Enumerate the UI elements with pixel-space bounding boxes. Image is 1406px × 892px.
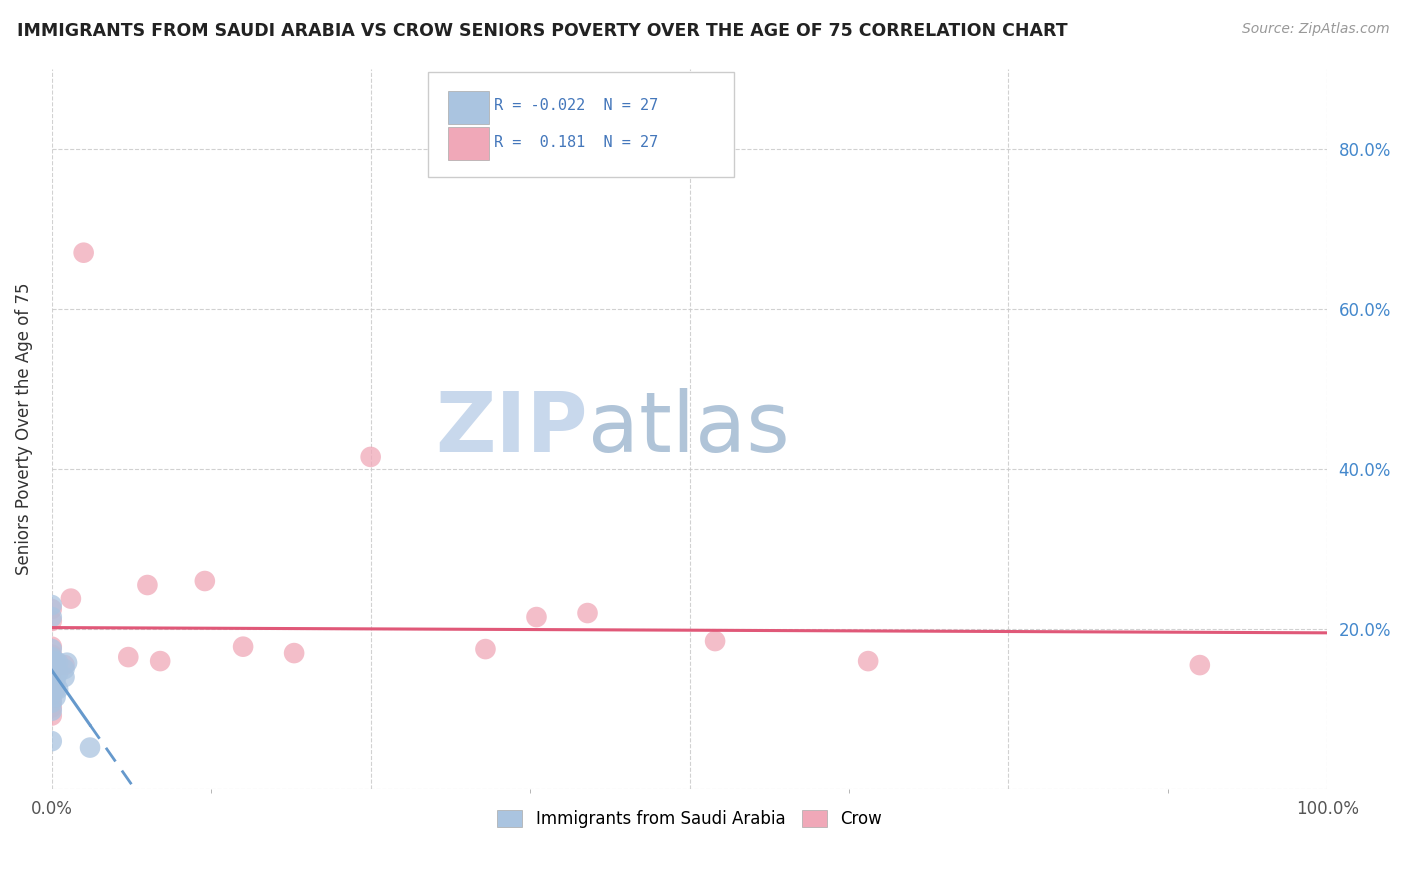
Point — [41, 734, 63, 748]
Point — [46, 682, 69, 697]
Point — [45, 668, 67, 682]
Point — [45, 682, 67, 697]
Point — [45, 654, 67, 668]
Point — [41, 658, 63, 673]
Point — [46, 666, 69, 681]
Point — [232, 640, 254, 654]
Text: R = -0.022  N = 27: R = -0.022 N = 27 — [495, 98, 658, 113]
Point — [41, 704, 63, 718]
Point — [41, 598, 63, 612]
Text: R =  0.181  N = 27: R = 0.181 N = 27 — [495, 135, 658, 150]
FancyBboxPatch shape — [449, 91, 489, 124]
Point — [41, 654, 63, 668]
Point — [41, 614, 63, 628]
Point — [41, 602, 63, 616]
Point — [41, 674, 63, 689]
Point — [56, 656, 79, 670]
Point — [704, 634, 727, 648]
FancyBboxPatch shape — [427, 72, 734, 177]
Point — [41, 680, 63, 694]
FancyBboxPatch shape — [449, 127, 489, 160]
Point — [526, 610, 548, 624]
Point — [283, 646, 305, 660]
Point — [41, 688, 63, 702]
Point — [45, 662, 67, 676]
Point — [41, 650, 63, 665]
Point — [46, 656, 69, 670]
Point — [149, 654, 172, 668]
Point — [360, 450, 382, 464]
Point — [79, 740, 101, 755]
Y-axis label: Seniors Poverty Over the Age of 75: Seniors Poverty Over the Age of 75 — [15, 283, 32, 575]
Point — [41, 666, 63, 681]
Point — [41, 708, 63, 723]
Point — [1188, 658, 1211, 673]
Point — [41, 668, 63, 682]
Point — [41, 658, 63, 673]
Point — [136, 578, 159, 592]
Point — [53, 670, 76, 684]
Point — [474, 642, 496, 657]
Point — [45, 674, 67, 689]
Point — [117, 650, 139, 665]
Point — [45, 690, 67, 705]
Point — [53, 658, 76, 673]
Point — [856, 654, 879, 668]
Point — [72, 245, 94, 260]
Point — [41, 674, 63, 689]
Text: Source: ZipAtlas.com: Source: ZipAtlas.com — [1241, 22, 1389, 37]
Text: atlas: atlas — [588, 388, 789, 469]
Point — [194, 574, 217, 588]
Text: ZIP: ZIP — [434, 388, 588, 469]
Point — [576, 606, 599, 620]
Point — [59, 591, 82, 606]
Point — [41, 700, 63, 714]
Point — [41, 610, 63, 624]
Point — [41, 696, 63, 710]
Point — [53, 662, 76, 676]
Point — [41, 682, 63, 697]
Point — [41, 692, 63, 706]
Point — [41, 664, 63, 678]
Point — [41, 648, 63, 662]
Text: IMMIGRANTS FROM SAUDI ARABIA VS CROW SENIORS POVERTY OVER THE AGE OF 75 CORRELAT: IMMIGRANTS FROM SAUDI ARABIA VS CROW SEN… — [17, 22, 1067, 40]
Point — [41, 640, 63, 654]
Point — [41, 642, 63, 657]
Legend: Immigrants from Saudi Arabia, Crow: Immigrants from Saudi Arabia, Crow — [491, 804, 889, 835]
